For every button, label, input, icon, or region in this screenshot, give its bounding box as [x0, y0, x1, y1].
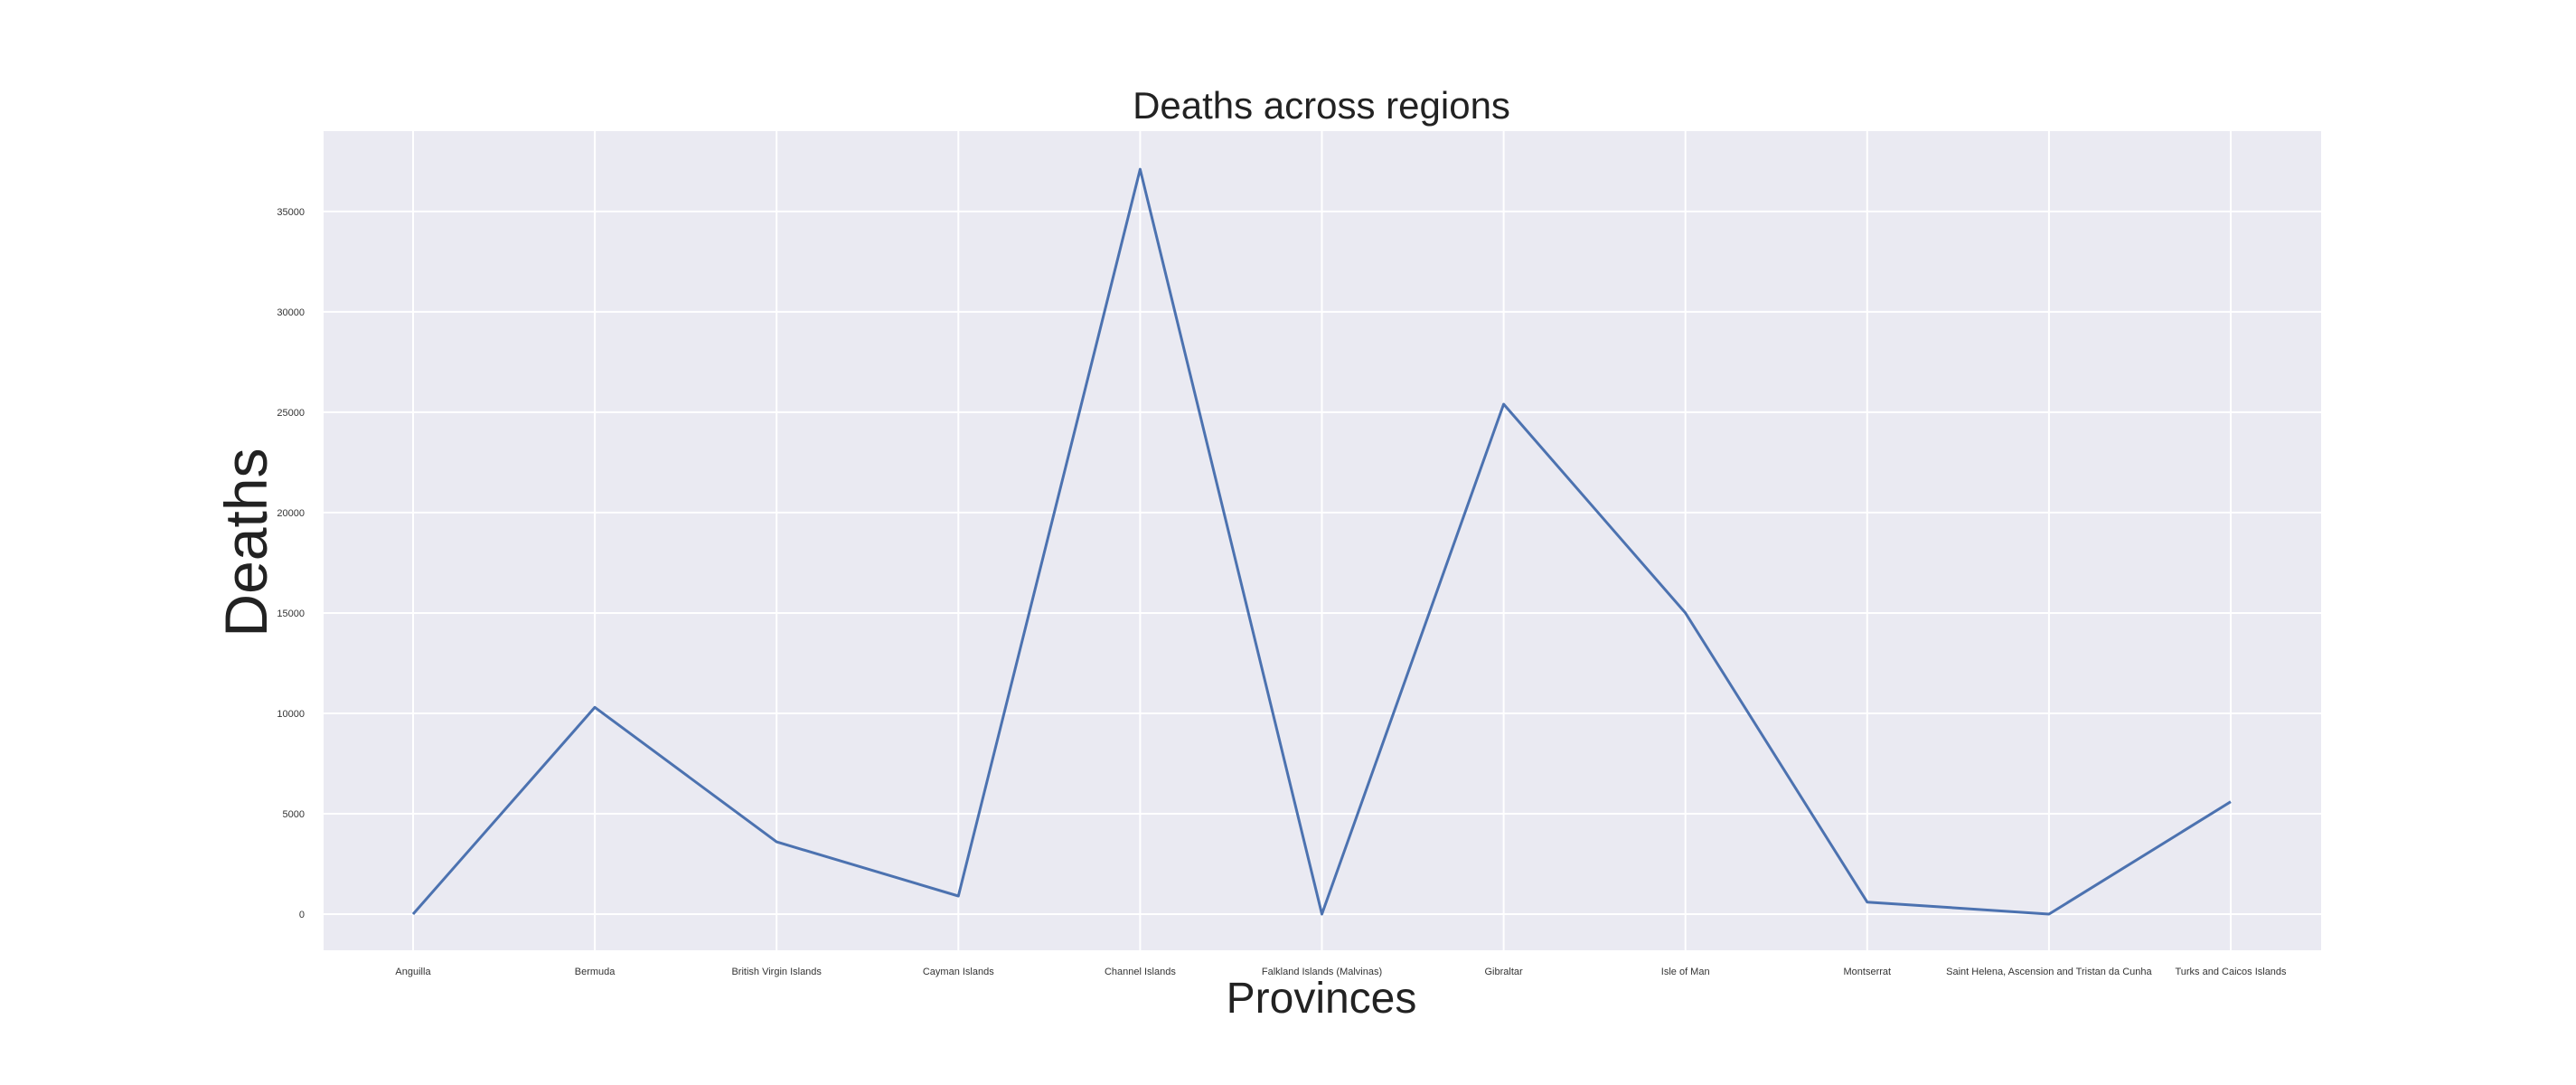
grid-lines	[324, 131, 2321, 950]
y-tick-label: 5000	[283, 809, 305, 820]
y-tick-label: 30000	[277, 307, 305, 318]
x-tick-label: Cayman Islands	[923, 967, 994, 977]
y-tick-label: 20000	[277, 508, 305, 519]
x-tick-label: Falkland Islands (Malvinas)	[1262, 967, 1382, 977]
series-line	[411, 167, 2232, 916]
x-tick-label: Bermuda	[575, 967, 616, 977]
y-tick-label: 25000	[277, 408, 305, 419]
x-tick-label: Saint Helena, Ascension and Tristan da C…	[1946, 967, 2152, 977]
x-tick-label: Montserrat	[1844, 967, 1892, 977]
y-tick-label: 15000	[277, 609, 305, 619]
x-tick-label: Anguilla	[395, 967, 431, 977]
y-tick-label: 10000	[277, 709, 305, 720]
y-axis-ticks: 0 5000 10000 15000 20000 25000 30000 35000	[277, 207, 305, 920]
x-tick-label: Gibraltar	[1485, 967, 1524, 977]
series-group	[411, 167, 2232, 916]
x-tick-label: British Virgin Islands	[731, 967, 822, 977]
y-tick-label: 35000	[277, 207, 305, 218]
x-tick-label: Isle of Man	[1661, 967, 1710, 977]
x-axis-label: Provinces	[1227, 975, 1417, 1023]
y-tick-label: 0	[299, 910, 305, 920]
chart-title: Deaths across regions	[1133, 84, 1510, 127]
x-tick-label: Channel Islands	[1105, 967, 1176, 977]
y-axis-label: Deaths	[212, 448, 279, 637]
x-tick-label: Turks and Caicos Islands	[2175, 967, 2287, 977]
x-axis-ticks: Anguilla Bermuda British Virgin Islands Cay…	[395, 967, 2287, 977]
